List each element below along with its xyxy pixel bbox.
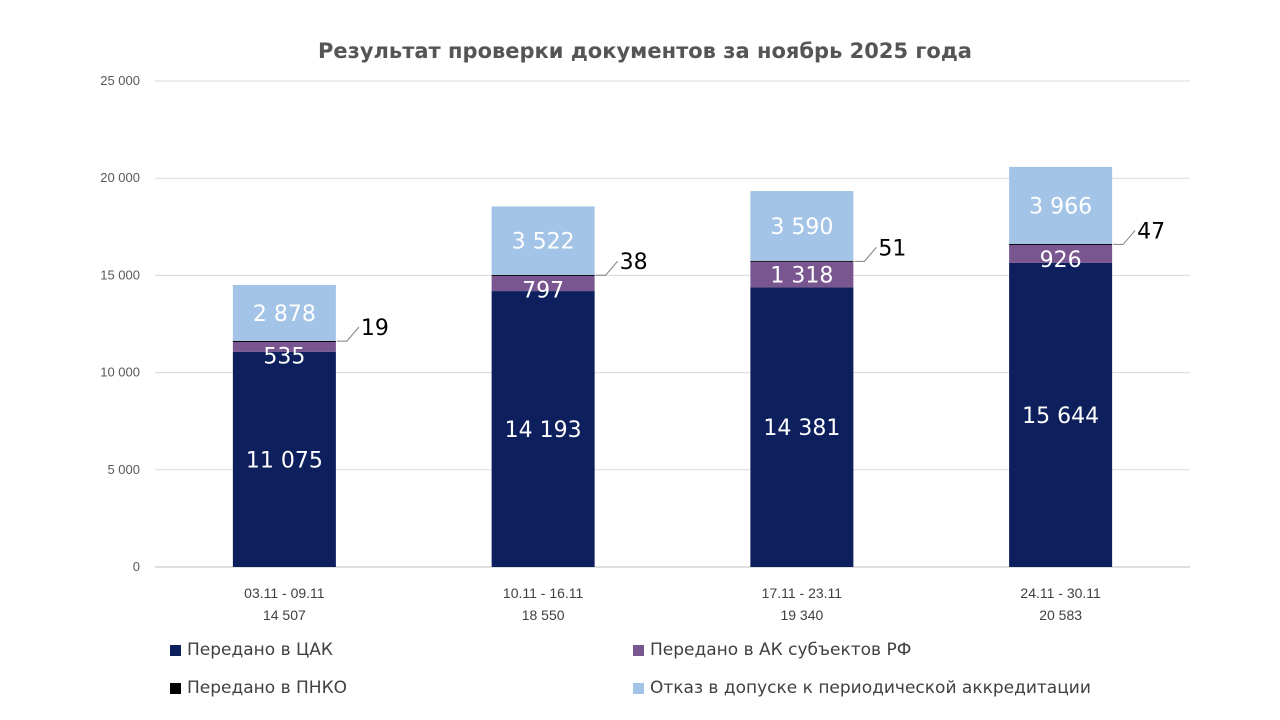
bar-segment bbox=[1009, 262, 1113, 567]
leader-line bbox=[854, 246, 877, 262]
bar-segment bbox=[750, 261, 854, 288]
bar-segment bbox=[232, 341, 336, 352]
y-tick-label: 0 bbox=[133, 559, 140, 574]
bar-segment bbox=[750, 260, 854, 262]
y-tick-label: 20 000 bbox=[100, 170, 140, 185]
legend-swatch bbox=[633, 644, 644, 656]
data-label-callout: 19 bbox=[361, 316, 389, 341]
y-tick-label: 25 000 bbox=[100, 73, 140, 88]
bar-segment bbox=[750, 191, 854, 261]
bar-segment bbox=[232, 351, 336, 567]
legend-item: Передано в АК субъектов РФ bbox=[633, 638, 911, 662]
bar-segment bbox=[491, 275, 595, 292]
bar-segment bbox=[750, 287, 854, 567]
data-label: 1 318 bbox=[770, 264, 833, 289]
leader-line bbox=[336, 326, 360, 342]
data-label: 535 bbox=[263, 344, 305, 369]
data-label: 11 075 bbox=[246, 448, 323, 473]
data-label: 15 644 bbox=[1022, 404, 1099, 429]
x-tick-label-total: 18 550 bbox=[522, 607, 565, 623]
data-label-callout: 38 bbox=[620, 250, 648, 275]
bar-segment bbox=[1009, 244, 1113, 263]
x-tick-label-period: 17.11 - 23.11 bbox=[762, 585, 843, 601]
x-tick-label-period: 24.11 - 30.11 bbox=[1020, 585, 1101, 601]
y-axis: 0 5 000 10 000 15 000 20 000 25 000 bbox=[100, 73, 140, 574]
data-label: 797 bbox=[522, 279, 564, 304]
data-label: 926 bbox=[1040, 248, 1082, 273]
y-tick-label: 5 000 bbox=[107, 462, 140, 477]
legend-label: Передано в АК субъектов РФ bbox=[650, 640, 912, 660]
y-tick-label: 15 000 bbox=[100, 267, 140, 282]
x-tick-label-period: 03.11 - 09.11 bbox=[244, 585, 325, 601]
x-tick-label-period: 10.11 - 16.11 bbox=[503, 585, 584, 601]
data-label-callout: 47 bbox=[1137, 219, 1165, 244]
bar-segment bbox=[1009, 243, 1113, 245]
data-label-callout: 51 bbox=[878, 236, 906, 261]
legend-item: Передано в ПНКО bbox=[170, 676, 347, 700]
data-label: 2 878 bbox=[253, 302, 316, 327]
x-tick-label-total: 14 507 bbox=[263, 607, 306, 623]
legend-label: Передано в ПНКО bbox=[187, 678, 348, 698]
legend-swatch bbox=[170, 644, 181, 656]
x-axis: 03.11 - 09.11 14 507 10.11 - 16.11 18 550 17… bbox=[244, 585, 1101, 623]
data-label: 14 381 bbox=[763, 416, 840, 441]
bar-segment bbox=[232, 340, 336, 342]
chart-title: Результат проверки документов за ноябрь … bbox=[318, 39, 972, 63]
legend-item: Передано в ЦАК bbox=[170, 638, 333, 662]
data-label: 3 590 bbox=[770, 215, 833, 240]
bar-segment bbox=[1009, 166, 1113, 244]
legend-swatch bbox=[633, 682, 644, 694]
bars: 11 075 535 19 2 878 14 193 797 38 3 522 14 381 1 … bbox=[232, 166, 1165, 567]
legend-swatch bbox=[170, 682, 181, 694]
bar-segment bbox=[491, 291, 595, 567]
legend-label: Передано в ЦАК bbox=[187, 640, 333, 660]
data-label: 3 522 bbox=[512, 230, 575, 255]
legend-item: Отказ в допуске к периодической аккредит… bbox=[633, 676, 1091, 700]
x-tick-label-total: 20 583 bbox=[1039, 607, 1082, 623]
y-tick-label: 10 000 bbox=[100, 365, 140, 380]
x-tick-label-total: 19 340 bbox=[780, 607, 823, 623]
bar-segment bbox=[491, 206, 595, 275]
legend: Передано в ЦАК Передано в АК субъектов РФ… bbox=[170, 638, 1150, 718]
bar-segment bbox=[491, 274, 595, 276]
leader-line bbox=[595, 260, 619, 276]
legend-label: Отказ в допуске к периодической аккредит… bbox=[650, 678, 1091, 698]
data-label: 14 193 bbox=[505, 418, 582, 443]
leader-line bbox=[1113, 230, 1136, 245]
data-label: 3 966 bbox=[1029, 194, 1092, 219]
bar-segment bbox=[232, 284, 336, 341]
